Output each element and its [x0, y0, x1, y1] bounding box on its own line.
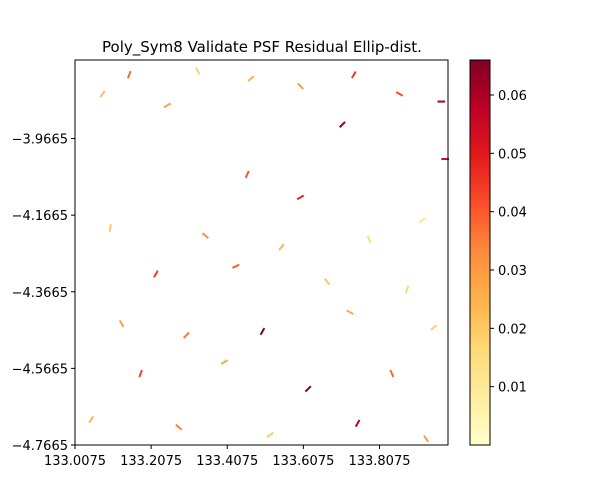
residual-segment — [418, 217, 427, 224]
residual-segment — [351, 70, 357, 79]
y-tick-label: −4.7665 — [12, 439, 68, 454]
residual-segment — [231, 263, 240, 269]
residual-segment — [297, 82, 304, 90]
colorbar-tick-label: 0.04 — [498, 206, 527, 221]
residual-segment — [175, 423, 183, 431]
residual-segment — [395, 91, 404, 97]
colorbar-axis: 0.01 0.02 0.03 0.04 0.05 0.06 — [490, 89, 527, 396]
y-tick-label: −4.1665 — [12, 209, 68, 224]
residual-segment — [278, 243, 285, 251]
residual-segment — [118, 319, 125, 328]
residual-segment — [244, 170, 250, 179]
residual-segment — [108, 224, 112, 232]
colorbar-tick-label: 0.01 — [498, 381, 527, 396]
residual-segment — [346, 309, 354, 316]
plot-area — [75, 60, 448, 445]
y-axis: −3.9665 −4.1665 −4.3665 −4.5665 −4.7665 — [12, 133, 75, 454]
residual-segment — [153, 270, 159, 278]
residual-segment — [423, 434, 430, 443]
residual-segment — [296, 194, 305, 201]
residual-segment — [126, 70, 132, 79]
residual-segment — [338, 121, 346, 128]
residual-segment — [304, 385, 312, 393]
residual-segment — [354, 419, 361, 428]
residual-segments — [88, 67, 449, 443]
residual-segment — [404, 285, 410, 294]
colorbar-tick-label: 0.06 — [498, 89, 527, 104]
x-tick-label: 133.8075 — [348, 454, 410, 469]
colorbar-tick-label: 0.02 — [498, 322, 527, 337]
residual-segment — [266, 431, 274, 438]
residual-segment — [366, 235, 372, 244]
y-tick-label: −4.5665 — [12, 362, 68, 377]
chart-title: Poly_Sym8 Validate PSF Residual Ellip-di… — [102, 38, 422, 57]
residual-segment — [430, 324, 438, 331]
residual-segment — [220, 359, 229, 365]
residual-segment — [138, 369, 143, 378]
x-tick-label: 133.2075 — [120, 454, 182, 469]
residual-segment — [389, 369, 395, 378]
residual-segment — [194, 67, 201, 75]
x-axis: 133.0075 133.2075 133.4075 133.6075 133.8075 — [44, 445, 411, 469]
residual-segment — [201, 232, 209, 239]
x-tick-label: 133.4075 — [196, 454, 258, 469]
colorbar-tick-label: 0.03 — [498, 264, 527, 279]
y-tick-label: −3.9665 — [12, 133, 68, 148]
residual-segment — [323, 278, 331, 286]
residual-segment — [99, 90, 106, 98]
residual-segment — [259, 327, 266, 336]
residual-segment — [247, 75, 255, 82]
residual-segment — [163, 102, 172, 109]
colorbar — [469, 59, 491, 446]
residual-segment — [88, 415, 95, 424]
x-tick-label: 133.6075 — [272, 454, 334, 469]
x-tick-label: 133.0075 — [44, 454, 106, 469]
residual-segment — [182, 331, 190, 339]
colorbar-tick-label: 0.05 — [498, 147, 527, 162]
y-tick-label: −4.3665 — [12, 286, 68, 301]
plot-frame — [74, 59, 449, 446]
